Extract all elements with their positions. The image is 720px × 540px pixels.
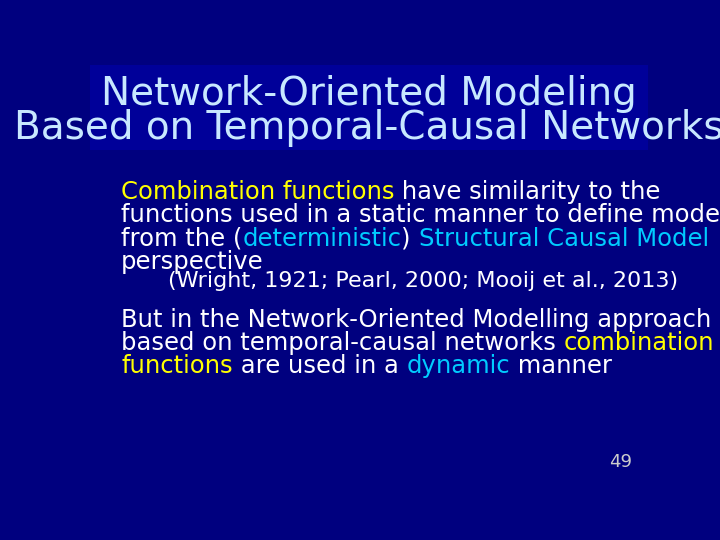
- Text: Combination functions: Combination functions: [121, 180, 395, 204]
- Text: perspective: perspective: [121, 249, 264, 274]
- Text: are used in a: are used in a: [233, 354, 406, 379]
- Bar: [90, 61, 648, 150]
- Text: (Wright, 1921; Pearl, 2000; Mooij et al., 2013): (Wright, 1921; Pearl, 2000; Mooij et al.…: [168, 271, 678, 291]
- Text: manner: manner: [510, 354, 612, 379]
- Text: based on temporal-causal networks: based on temporal-causal networks: [121, 331, 564, 355]
- Text: functions used in a static manner to define models: functions used in a static manner to def…: [121, 204, 720, 227]
- Text: Network-Oriented Modeling: Network-Oriented Modeling: [101, 75, 637, 113]
- Text: deterministic: deterministic: [243, 226, 401, 251]
- Text: have similarity to the: have similarity to the: [395, 180, 661, 204]
- Text: dynamic: dynamic: [406, 354, 510, 379]
- Text: from the (: from the (: [121, 226, 243, 251]
- Text: Based on Temporal-Causal Networks: Based on Temporal-Causal Networks: [14, 109, 720, 147]
- Text: combination: combination: [564, 331, 714, 355]
- Text: functions: functions: [121, 354, 233, 379]
- Text: ): ): [401, 226, 418, 251]
- Text: Structural Causal Model: Structural Causal Model: [418, 226, 708, 251]
- Text: 49: 49: [610, 454, 632, 471]
- Text: But in the Network-Oriented Modelling approach: But in the Network-Oriented Modelling ap…: [121, 308, 711, 332]
